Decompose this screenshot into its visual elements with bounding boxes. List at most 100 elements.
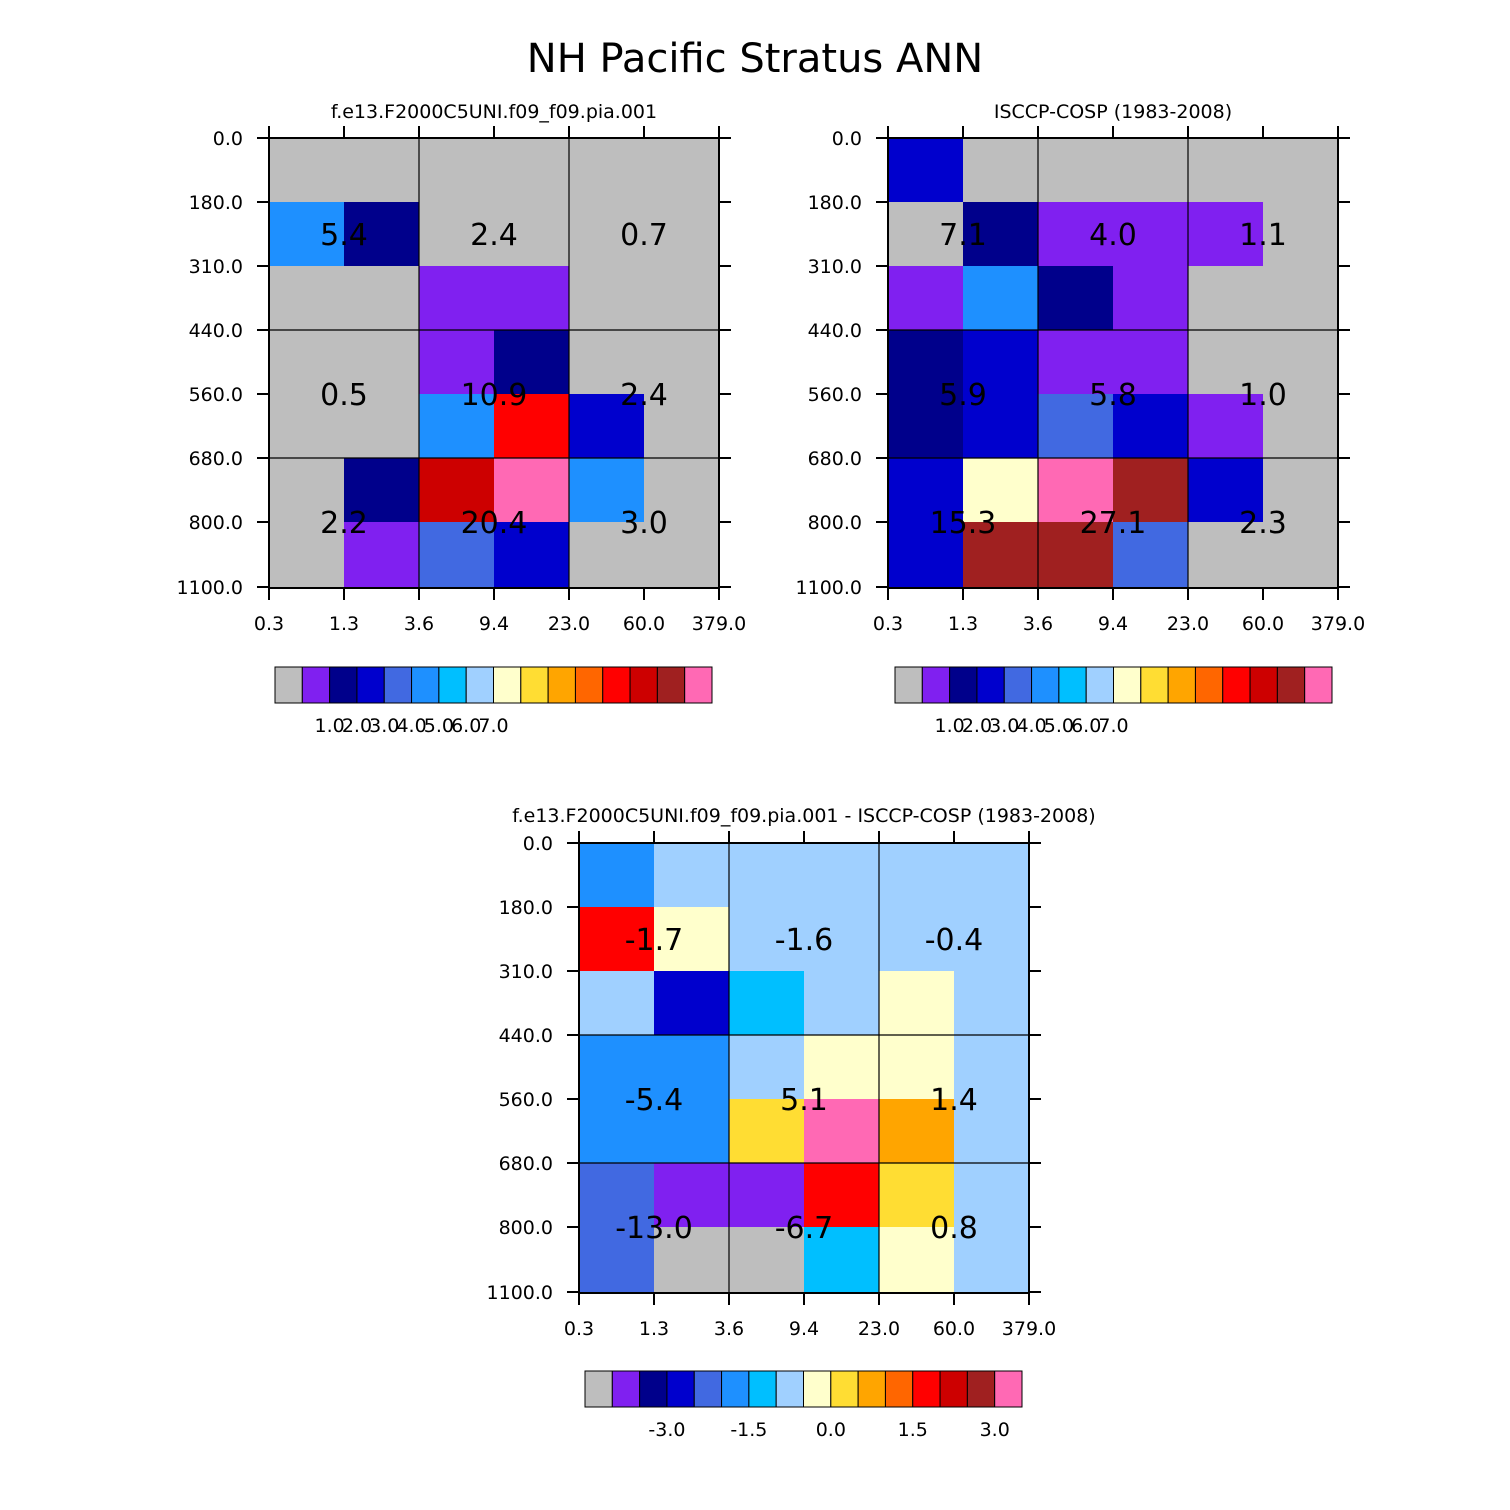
heatmap-cell xyxy=(879,1163,955,1228)
y-tick-label: 800.0 xyxy=(189,512,243,534)
heatmap-cell xyxy=(963,330,1039,395)
y-tick-labels: 0.0 180.0 310.0 440.0 560.0 680.0 800.0 1100.0 xyxy=(796,128,862,599)
y-tick-label: 440.0 xyxy=(189,320,243,342)
colorbar-swatch xyxy=(857,1370,886,1408)
colorbar-swatch xyxy=(1003,666,1033,704)
colorbar-labels: -3.0 -1.5 0.0 1.5 3.0 xyxy=(648,1419,1009,1441)
heatmap-cell xyxy=(494,138,570,203)
colorbar-label: 5.0 xyxy=(424,715,454,737)
block-labels: 5.4 2.4 0.7 0.5 10.9 2.4 2.2 20.4 3.0 xyxy=(320,218,668,541)
heatmap-cell xyxy=(1263,202,1339,267)
heatmap-cell xyxy=(494,522,570,588)
colorbar xyxy=(584,1370,1023,1408)
colorbar-label: 5.0 xyxy=(1044,715,1074,737)
heatmap-cell xyxy=(579,843,655,908)
heatmap-cells xyxy=(888,138,1339,588)
heatmap-cell xyxy=(1188,522,1264,588)
heatmap-cell xyxy=(419,330,495,395)
heatmap-cell xyxy=(269,394,345,459)
colorbar-swatch xyxy=(693,1370,723,1408)
heatmap-cell xyxy=(644,522,720,588)
colorbar-label: 0.0 xyxy=(816,1419,846,1441)
heatmap-cell xyxy=(654,1163,730,1228)
heatmap-cell xyxy=(344,138,420,203)
heatmap-cell xyxy=(1188,138,1264,203)
block-value-label: 0.8 xyxy=(930,1211,978,1246)
heatmap-cell xyxy=(1113,458,1189,523)
heatmap-cell xyxy=(954,1099,1030,1164)
y-tick-label: 310.0 xyxy=(189,256,243,278)
panel-title: f.e13.F2000C5UNI.f09_f09.pia.001 - ISCCP… xyxy=(512,805,1095,827)
heatmap-cell xyxy=(579,907,655,972)
heatmap-cell xyxy=(963,202,1039,267)
block-value-label: -1.7 xyxy=(625,923,684,958)
heatmap-cell xyxy=(804,907,880,972)
y-tick-labels: 0.0 180.0 310.0 440.0 560.0 680.0 800.0 1100.0 xyxy=(487,833,553,1304)
heatmap-cell xyxy=(1263,522,1339,588)
x-tick-label: 9.4 xyxy=(479,613,509,635)
heatmap-cell xyxy=(888,266,964,331)
x-tick-label: 60.0 xyxy=(933,1318,975,1340)
heatmap-cell xyxy=(888,394,964,459)
y-tick-label: 800.0 xyxy=(499,1217,553,1239)
y-tick-label: 310.0 xyxy=(808,256,862,278)
heatmap-cell xyxy=(644,394,720,459)
y-tick-label: 680.0 xyxy=(189,448,243,470)
heatmap-cell xyxy=(419,138,495,203)
heatmap-cell xyxy=(569,394,645,459)
heatmap-cell xyxy=(494,394,570,459)
heatmap-cell xyxy=(494,330,570,395)
colorbar-label: -1.5 xyxy=(730,1419,767,1441)
block-value-label: -13.0 xyxy=(615,1211,693,1246)
heatmap-cell xyxy=(888,202,964,267)
heatmap-cell xyxy=(954,907,1030,972)
heatmap-cell xyxy=(729,971,805,1036)
block-value-label: 1.1 xyxy=(1239,218,1287,253)
y-tick-label: 800.0 xyxy=(808,512,862,534)
x-tick-label: 9.4 xyxy=(1098,613,1128,635)
block-labels: -1.7 -1.6 -0.4 -5.4 5.1 1.4 -13.0 -6.7 0.8 xyxy=(615,923,983,1246)
heatmap-cell xyxy=(1188,202,1264,267)
colorbar xyxy=(274,666,713,704)
x-tick-label: 3.6 xyxy=(1023,613,1053,635)
block-value-label: -5.4 xyxy=(625,1083,684,1118)
y-tick-label: 680.0 xyxy=(499,1153,553,1175)
block-value-label: -6.7 xyxy=(775,1211,834,1246)
main-title: NH Pacific Stratus ANN xyxy=(527,36,983,82)
heatmap-cell xyxy=(269,138,345,203)
block-value-label: 7.1 xyxy=(939,218,987,253)
heatmap-cell xyxy=(644,138,720,203)
heatmap-cell xyxy=(879,1227,955,1293)
x-tick-label: 1.3 xyxy=(639,1318,669,1340)
x-tick-label: 23.0 xyxy=(858,1318,900,1340)
heatmap-cell xyxy=(963,394,1039,459)
heatmap-cell xyxy=(1263,458,1339,523)
y-tick-label: 680.0 xyxy=(808,448,862,470)
colorbar-label: 1.0 xyxy=(315,715,345,737)
heatmap-cell xyxy=(1263,394,1339,459)
colorbar-swatch xyxy=(884,1370,914,1408)
x-tick-label: 60.0 xyxy=(1242,613,1284,635)
x-tick-label: 3.6 xyxy=(714,1318,744,1340)
y-tick-label: 0.0 xyxy=(213,128,243,150)
heatmap-cell xyxy=(804,1227,880,1293)
heatmap-cell xyxy=(419,458,495,523)
heatmap-cell xyxy=(879,1035,955,1100)
colorbar-swatch xyxy=(1222,666,1251,704)
colorbar-swatch xyxy=(939,1370,968,1408)
heatmap-cell xyxy=(419,202,495,267)
heatmap-cell xyxy=(729,843,805,908)
heatmap-cell xyxy=(963,138,1039,203)
heatmap-cell xyxy=(654,971,730,1036)
colorbar-label: 1.5 xyxy=(898,1419,928,1441)
heatmap-cell xyxy=(344,330,420,395)
y-tick-labels: 0.0 180.0 310.0 440.0 560.0 680.0 800.0 1100.0 xyxy=(177,128,243,599)
heatmap-cell xyxy=(569,138,645,203)
block-value-label: 5.1 xyxy=(780,1083,828,1118)
heatmap-cell xyxy=(954,843,1030,908)
heatmap-cell xyxy=(1113,202,1189,267)
panel-observations: ISCCP-COSP (1983-2008) 7.1 4.0 1.1 5.9 5.8 1.… xyxy=(796,101,1366,737)
heatmap-cell xyxy=(729,1163,805,1228)
heatmap-cell xyxy=(888,522,964,588)
